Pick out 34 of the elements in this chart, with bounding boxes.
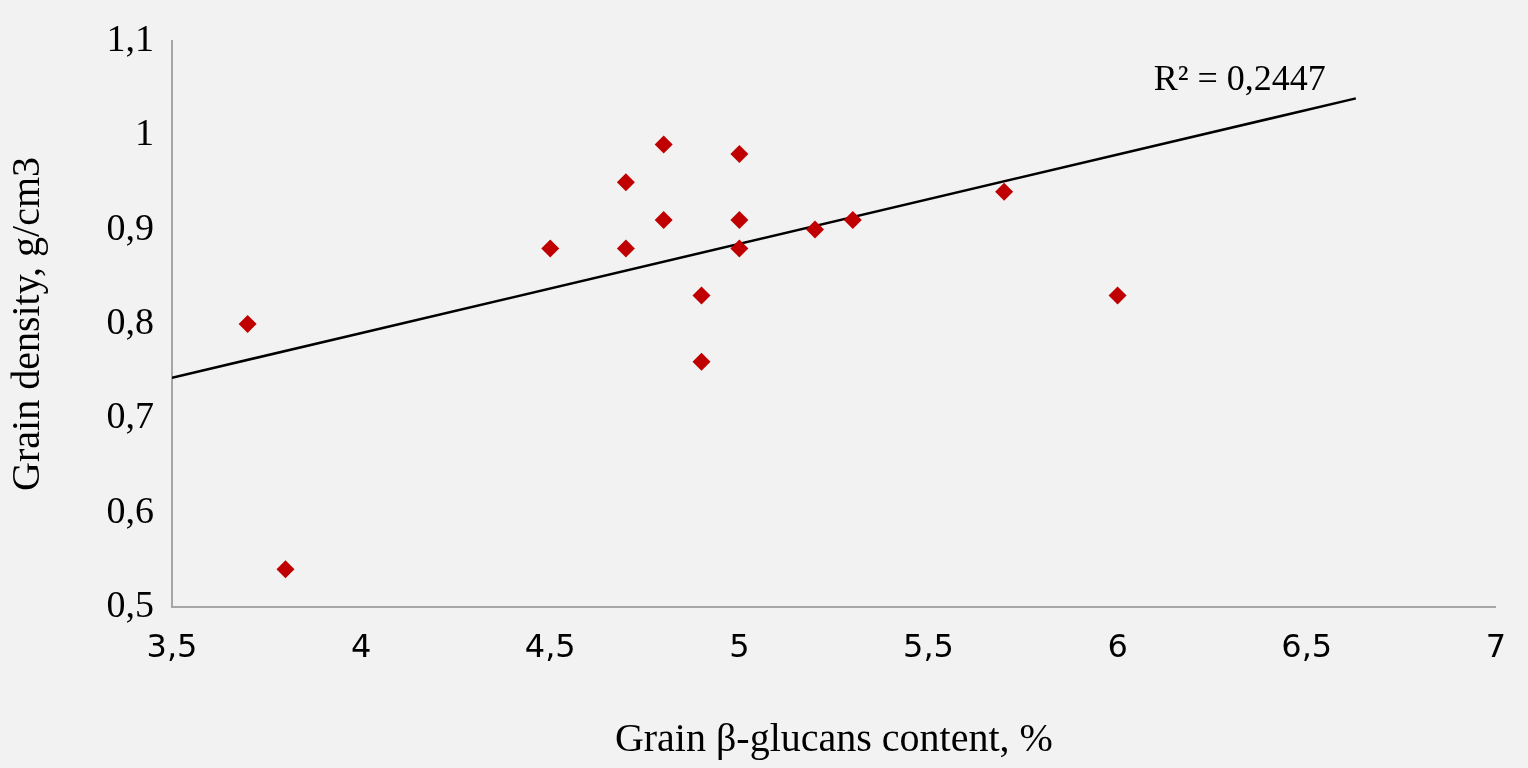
point (806, 220, 824, 239)
point (1108, 286, 1127, 305)
point (730, 145, 749, 164)
point (730, 211, 749, 230)
x-tick-label: 7 (1485, 626, 1506, 665)
annotation: R² = 0,2447 (1153, 58, 1326, 99)
point (616, 173, 635, 192)
y-tick-label: 0,9 (106, 205, 154, 248)
x-tick-label: 5,5 (903, 626, 954, 665)
y-tick-label: 1,1 (106, 16, 154, 59)
point (730, 239, 749, 258)
point (616, 239, 635, 258)
point (692, 286, 711, 305)
y-tick-label: 1 (135, 111, 154, 154)
y-tick-label: 0,7 (106, 394, 154, 437)
x-tick-label: 5 (729, 626, 750, 665)
y-axis-title: Grain density, g/cm3 (2, 156, 48, 491)
y-tick-label: 0,6 (106, 488, 154, 531)
point (654, 135, 673, 154)
x-tick-label: 4,5 (524, 626, 576, 665)
x-tick-label: 3,5 (146, 626, 198, 665)
point (843, 211, 862, 230)
point (654, 211, 673, 230)
x-tick-label: 4 (350, 626, 372, 665)
point (276, 560, 295, 579)
point (238, 314, 257, 333)
y-tick-label: 0,8 (106, 299, 154, 342)
y-tick-label: 0,5 (106, 582, 154, 625)
x-tick-label: 6 (1107, 626, 1128, 665)
x-tick-label: 6,5 (1281, 626, 1333, 665)
x-axis-title: Grain β-glucans content, % (614, 714, 1053, 760)
point (541, 239, 560, 258)
point (995, 182, 1014, 201)
point (692, 352, 711, 371)
